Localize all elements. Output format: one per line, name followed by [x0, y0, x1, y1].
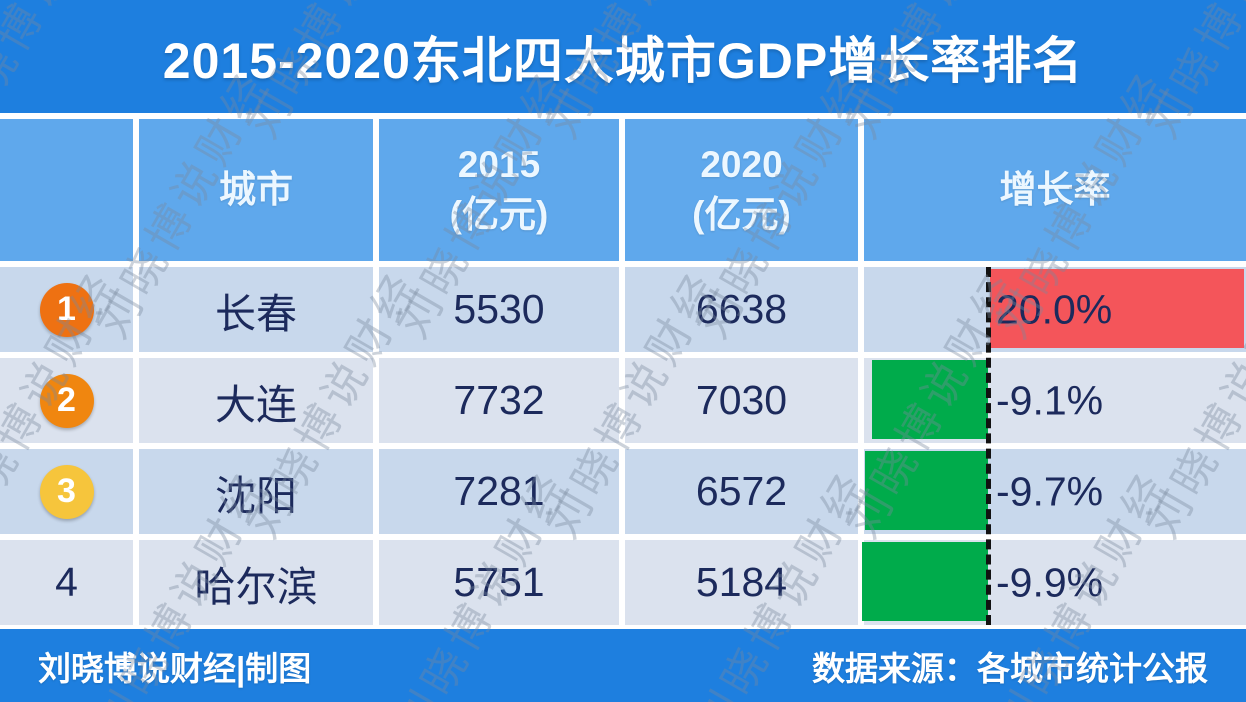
- footer-credit: 刘晓博说财经|制图: [38, 649, 312, 687]
- rank-cell: 1: [0, 267, 133, 352]
- city-cell: 哈尔滨: [139, 540, 373, 625]
- value-2015-cell: 5530: [379, 267, 619, 352]
- header-2020-unit: (亿元): [692, 194, 791, 235]
- value-2020-cell: 6572: [625, 449, 858, 534]
- growth-bar: [872, 360, 988, 439]
- rank-badge: 2: [39, 373, 94, 428]
- table-header-row: 城市 2015 (亿元) 2020 (亿元) 增长率: [0, 119, 1246, 261]
- growth-cell: -9.1%: [864, 358, 1246, 443]
- value-2020-cell: 5184: [625, 540, 858, 625]
- value-2020-cell: 6638: [625, 267, 858, 352]
- growth-label: -9.1%: [996, 377, 1104, 423]
- header-growth: 增长率: [864, 119, 1246, 261]
- city-cell: 长春: [139, 267, 373, 352]
- header-2020-year: 2020: [700, 144, 783, 186]
- table-row: 1 长春 5530 6638 20.0%: [0, 267, 1246, 352]
- header-2015-year: 2015: [457, 144, 541, 186]
- header-rank: [0, 119, 133, 261]
- rank-cell: 3: [0, 449, 133, 534]
- rank-number: 4: [55, 559, 78, 605]
- growth-bar: [864, 451, 988, 530]
- growth-label: -9.9%: [996, 559, 1104, 605]
- page-title: 2015-2020东北四大城市GDP增长率排名: [0, 0, 1246, 113]
- growth-label: -9.7%: [996, 468, 1104, 514]
- value-2020-cell: 7030: [625, 358, 858, 443]
- table-row: 2 大连 7732 7030 -9.1%: [0, 358, 1246, 443]
- zero-axis-dashed-line: [986, 267, 991, 625]
- city-cell: 沈阳: [139, 449, 373, 534]
- growth-cell: -9.9%: [862, 540, 1246, 625]
- city-cell: 大连: [139, 358, 373, 443]
- rank-cell: 2: [0, 358, 133, 443]
- footer: 刘晓博说财经|制图 数据来源：各城市统计公报: [0, 629, 1246, 702]
- header-2020: 2020 (亿元): [625, 119, 858, 261]
- value-2015-cell: 5751: [379, 540, 619, 625]
- header-2015: 2015 (亿元): [379, 119, 619, 261]
- growth-label: 20.0%: [996, 286, 1113, 332]
- value-2015-cell: 7281: [379, 449, 619, 534]
- header-2015-unit: (亿元): [449, 194, 549, 235]
- growth-cell: -9.7%: [864, 449, 1246, 534]
- table-row: 4 哈尔滨 5751 5184 -9.9%: [0, 540, 1246, 625]
- gdp-table: 城市 2015 (亿元) 2020 (亿元) 增长率 1 长春 5530 663…: [0, 119, 1246, 631]
- header-city: 城市: [139, 119, 373, 261]
- rank-badge: 1: [39, 282, 94, 337]
- rank-badge: 3: [39, 464, 94, 519]
- growth-cell: 20.0%: [864, 267, 1246, 352]
- footer-source: 数据来源：各城市统计公报: [812, 649, 1208, 687]
- growth-bar: [862, 542, 988, 621]
- growth-bar: [990, 269, 1244, 348]
- rank-cell: 4: [0, 540, 133, 625]
- value-2015-cell: 7732: [379, 358, 619, 443]
- table-row: 3 沈阳 7281 6572 -9.7%: [0, 449, 1246, 534]
